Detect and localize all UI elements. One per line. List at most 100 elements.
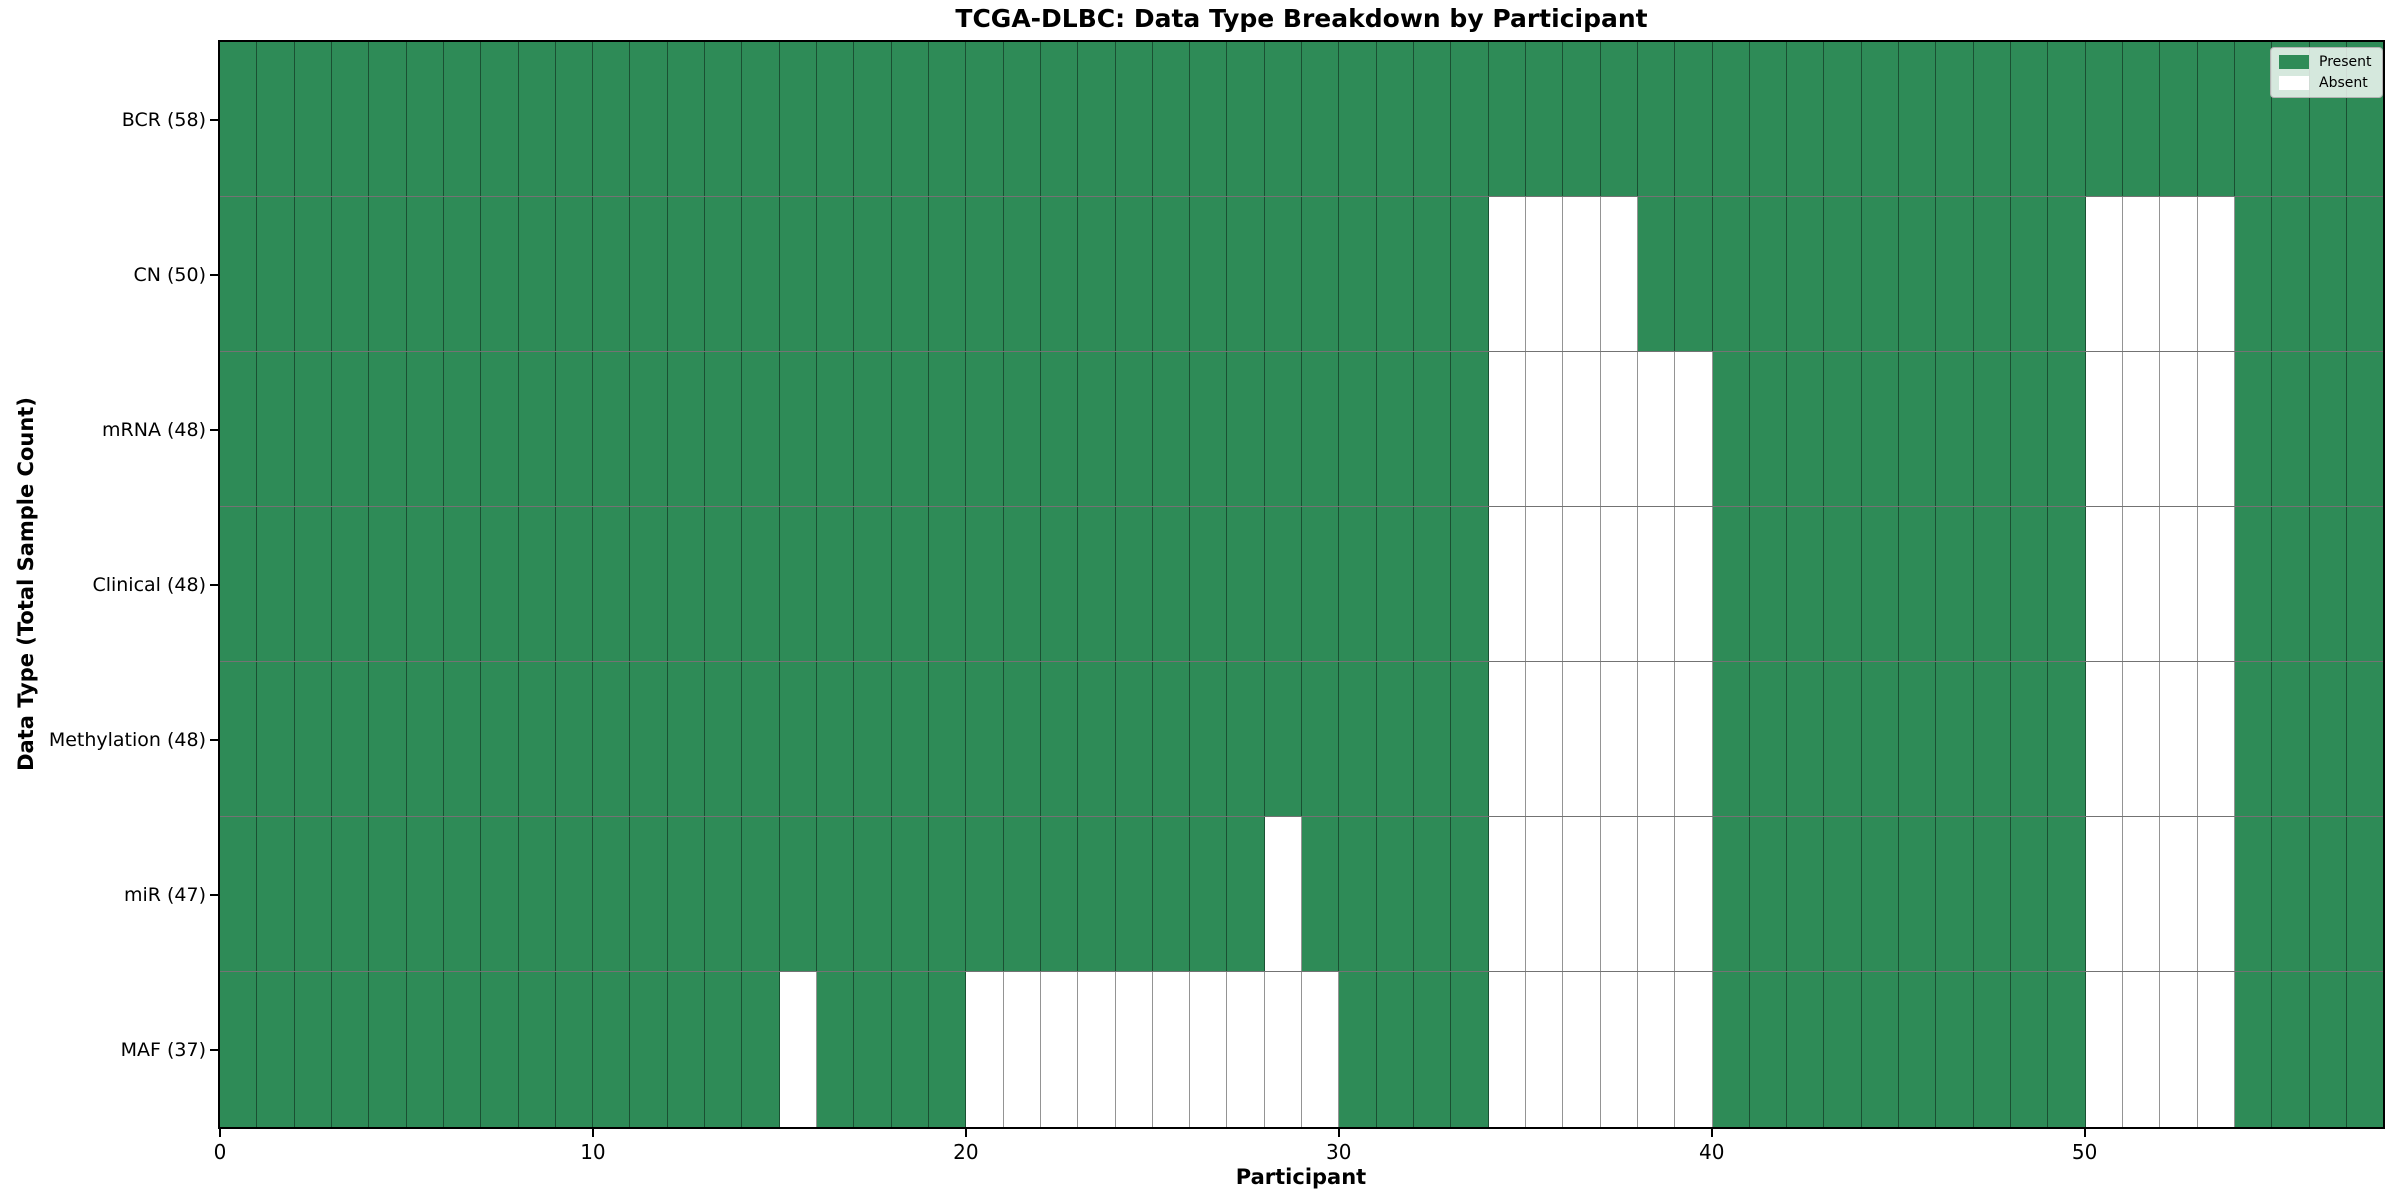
- matrix-row-mrna: [220, 352, 2384, 507]
- matrix-cell-present: [1861, 42, 1900, 196]
- matrix-cell-present: [1899, 197, 1937, 351]
- matrix-cell-present: [257, 197, 295, 351]
- matrix-cell-present: [667, 507, 706, 661]
- y-tick-label: CN (50): [133, 263, 206, 286]
- matrix-cell-present: [518, 662, 556, 816]
- matrix-cell-absent: [2085, 197, 2123, 351]
- matrix-cell-present: [1339, 662, 1377, 816]
- y-tick-mark: [210, 738, 218, 741]
- matrix-cell-absent: [2160, 197, 2198, 351]
- matrix-cell-present: [443, 507, 482, 661]
- matrix-cell-present: [1451, 352, 1489, 506]
- matrix-cell-present: [1787, 42, 1825, 196]
- matrix-cell-present: [331, 817, 370, 971]
- matrix-cell-present: [2197, 42, 2235, 196]
- matrix-cell-present: [667, 817, 706, 971]
- matrix-cell-present: [1339, 352, 1377, 506]
- matrix-row-methylation: [220, 662, 2384, 817]
- matrix-cell-present: [294, 42, 332, 196]
- matrix-cell-absent: [1600, 352, 1638, 506]
- matrix-cell-absent: [1675, 352, 1713, 506]
- matrix-cell-present: [1414, 507, 1452, 661]
- matrix-cell-present: [406, 352, 444, 506]
- matrix-cell-absent: [1675, 817, 1713, 971]
- matrix-cell-present: [1376, 972, 1414, 1127]
- matrix-cell-present: [294, 817, 332, 971]
- matrix-cell-present: [1899, 662, 1937, 816]
- matrix-cell-present: [1675, 197, 1713, 351]
- matrix-cell-present: [294, 507, 332, 661]
- x-axis-label: Participant: [1235, 1165, 1367, 1189]
- legend-item-absent: Absent: [2279, 75, 2372, 91]
- matrix-cell-present: [2272, 817, 2310, 971]
- matrix-cell-present: [2160, 42, 2198, 196]
- matrix-cell-absent: [1563, 972, 1601, 1127]
- matrix-cell-present: [1824, 352, 1862, 506]
- matrix-cell-present: [817, 197, 855, 351]
- matrix-cell-present: [1712, 972, 1750, 1127]
- matrix-cell-present: [1190, 42, 1228, 196]
- matrix-cell-absent: [1637, 352, 1676, 506]
- matrix-cell-present: [1302, 352, 1340, 506]
- matrix-cell-present: [2011, 817, 2049, 971]
- matrix-cell-present: [2085, 42, 2123, 196]
- matrix-cell-present: [2048, 197, 2086, 351]
- x-tick-label: 0: [213, 1140, 227, 1164]
- matrix-cell-present: [1115, 42, 1153, 196]
- matrix-cell-present: [1899, 507, 1937, 661]
- matrix-cell-present: [2011, 662, 2049, 816]
- matrix-cell-present: [1376, 817, 1414, 971]
- matrix-cell-present: [2122, 42, 2161, 196]
- matrix-cell-present: [1227, 662, 1265, 816]
- matrix-cell-absent: [2160, 972, 2198, 1127]
- matrix-cell-present: [1712, 662, 1750, 816]
- matrix-cell-present: [406, 197, 444, 351]
- matrix-cell-present: [1152, 662, 1191, 816]
- matrix-cell-present: [891, 42, 929, 196]
- x-tick-mark: [1337, 1129, 1340, 1137]
- matrix-cell-present: [2011, 507, 2049, 661]
- x-tick-mark: [964, 1129, 967, 1137]
- matrix-row-mir: [220, 817, 2384, 972]
- matrix-cell-present: [555, 972, 594, 1127]
- matrix-cell-present: [1824, 662, 1862, 816]
- matrix-cell-present: [2048, 42, 2086, 196]
- matrix-cell-present: [742, 972, 780, 1127]
- matrix-cell-present: [1078, 507, 1116, 661]
- matrix-cell-present: [667, 197, 706, 351]
- matrix-cell-present: [854, 42, 892, 196]
- matrix-cell-present: [1787, 662, 1825, 816]
- matrix-cell-present: [1712, 352, 1750, 506]
- matrix-cell-absent: [779, 972, 817, 1127]
- matrix-cell-present: [1899, 352, 1937, 506]
- matrix-cell-present: [1787, 197, 1825, 351]
- matrix-cell-present: [1152, 352, 1191, 506]
- matrix-cell-present: [742, 42, 780, 196]
- matrix-cell-present: [817, 507, 855, 661]
- matrix-cell-present: [593, 662, 631, 816]
- matrix-cell-present: [1115, 817, 1153, 971]
- matrix-cell-present: [2309, 507, 2347, 661]
- matrix-cell-present: [1861, 352, 1900, 506]
- matrix-cell-present: [742, 352, 780, 506]
- matrix-cell-present: [1488, 42, 1526, 196]
- matrix-cell-absent: [2197, 507, 2235, 661]
- matrix-cell-present: [593, 817, 631, 971]
- matrix-cell-present: [1973, 972, 2011, 1127]
- matrix-cell-present: [1302, 817, 1340, 971]
- y-tick-label: mRNA (48): [102, 418, 206, 441]
- matrix-cell-present: [1040, 197, 1079, 351]
- matrix-cell-present: [1861, 507, 1900, 661]
- y-tick-mark: [210, 583, 218, 586]
- matrix-cell-present: [555, 42, 594, 196]
- matrix-cell-present: [1712, 817, 1750, 971]
- matrix-cell-present: [518, 42, 556, 196]
- matrix-cell-present: [294, 352, 332, 506]
- matrix-cell-present: [667, 352, 706, 506]
- matrix-cell-present: [593, 197, 631, 351]
- matrix-cell-present: [779, 197, 817, 351]
- matrix-cell-present: [1824, 972, 1862, 1127]
- matrix-cell-present: [481, 42, 519, 196]
- x-tick-mark: [2083, 1129, 2086, 1137]
- matrix-cell-present: [1899, 42, 1937, 196]
